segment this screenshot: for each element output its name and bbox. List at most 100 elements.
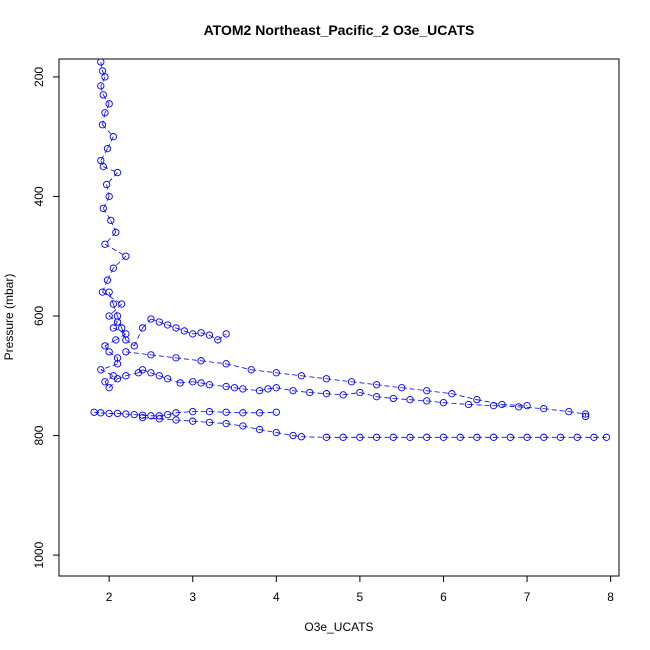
data-point — [205, 418, 214, 427]
data-point — [97, 82, 105, 90]
data-point — [122, 330, 130, 338]
data-point — [109, 300, 117, 308]
series-line-segment — [150, 372, 160, 377]
series-line-segment — [259, 388, 269, 392]
series-line-segment — [102, 112, 106, 125]
data-point — [147, 369, 155, 377]
data-point — [272, 428, 280, 437]
data-point — [322, 375, 331, 383]
series-line-segment — [104, 243, 127, 257]
data-point — [297, 372, 306, 380]
series-line-segment — [192, 420, 210, 423]
data-point — [105, 348, 113, 356]
series-line-segment — [117, 315, 123, 329]
series-line-segment — [167, 378, 181, 384]
data-point — [113, 312, 122, 320]
series-line-segment — [326, 393, 344, 396]
data-point — [113, 360, 122, 368]
series-line-segment — [175, 411, 193, 414]
data-point — [456, 433, 464, 441]
y-tick-label: 600 — [32, 306, 46, 326]
data-point — [498, 400, 506, 409]
data-point — [581, 412, 590, 421]
series-line-segment — [125, 339, 135, 347]
series-line-segment — [234, 387, 243, 390]
data-point — [113, 375, 122, 383]
x-tick-label: 8 — [607, 590, 614, 604]
data-point — [97, 156, 105, 165]
series-line-segment — [100, 412, 110, 414]
x-axis-label: O3e_UCATS — [304, 620, 373, 634]
data-point — [164, 321, 172, 329]
plot-data-layer — [90, 58, 611, 441]
series-line-segment — [192, 381, 202, 384]
series-line-segment — [393, 398, 411, 401]
data-point — [189, 378, 197, 386]
data-point — [289, 431, 297, 440]
series-line-segment — [108, 303, 122, 317]
data-point — [239, 385, 247, 393]
x-axis: 2 3 4 5 6 7 8 — [106, 575, 614, 604]
y-tick-label: 1000 — [32, 541, 46, 568]
plot-area-frame — [58, 58, 620, 577]
y-axis: 200 400 600 800 1000 — [32, 67, 60, 568]
series-line-segment — [102, 291, 122, 305]
data-point — [205, 407, 214, 416]
data-point — [155, 415, 163, 423]
series-line-segment — [125, 372, 139, 377]
series-line-segment — [117, 413, 126, 415]
data-point — [339, 391, 347, 399]
data-point — [356, 433, 364, 441]
data-point — [101, 342, 109, 350]
series-line-segment — [451, 393, 478, 401]
data-point — [222, 408, 230, 416]
series-line-segment — [501, 404, 528, 407]
data-point — [255, 387, 264, 395]
series-line-segment — [209, 334, 219, 341]
series-line-segment — [167, 412, 177, 416]
series-line-segment — [134, 414, 143, 416]
series-line-segment — [301, 436, 327, 438]
data-point — [147, 351, 155, 359]
series-line-segment — [104, 232, 117, 245]
data-point — [247, 366, 255, 374]
data-point — [272, 369, 280, 377]
data-point — [180, 327, 189, 335]
y-axis-label: Pressure (mbar) — [2, 274, 16, 361]
series-line-segment — [100, 369, 114, 377]
data-point — [297, 433, 306, 441]
data-point — [197, 357, 205, 365]
data-point — [272, 384, 280, 392]
data-point — [573, 433, 581, 441]
series-line-segment — [113, 327, 127, 335]
data-point — [423, 397, 431, 405]
series-line-segment — [175, 357, 202, 362]
series-line-segment — [184, 330, 193, 335]
data-point — [423, 387, 431, 395]
data-point — [197, 329, 205, 337]
series-line-segment — [267, 387, 277, 390]
data-point — [98, 67, 107, 75]
data-point — [406, 433, 414, 441]
x-tick-label: 2 — [106, 590, 113, 604]
data-point — [138, 411, 147, 419]
series-line-segment — [107, 136, 114, 149]
series-line-segment — [100, 76, 106, 87]
x-tick-label: 4 — [273, 590, 280, 604]
series-line-segment — [159, 418, 177, 421]
series-line-segment — [175, 419, 193, 422]
series-line-segment — [192, 332, 202, 335]
series-line-segment — [113, 255, 127, 269]
data-point — [289, 387, 297, 395]
data-point — [347, 378, 356, 386]
data-point — [97, 366, 105, 374]
series-line-segment — [102, 196, 110, 209]
data-point — [222, 360, 230, 368]
data-point — [105, 288, 113, 296]
series-line-segment — [103, 166, 118, 173]
data-point — [590, 433, 598, 441]
series-line-segment — [468, 404, 494, 407]
data-point — [540, 433, 548, 441]
x-tick-label: 6 — [440, 590, 447, 604]
